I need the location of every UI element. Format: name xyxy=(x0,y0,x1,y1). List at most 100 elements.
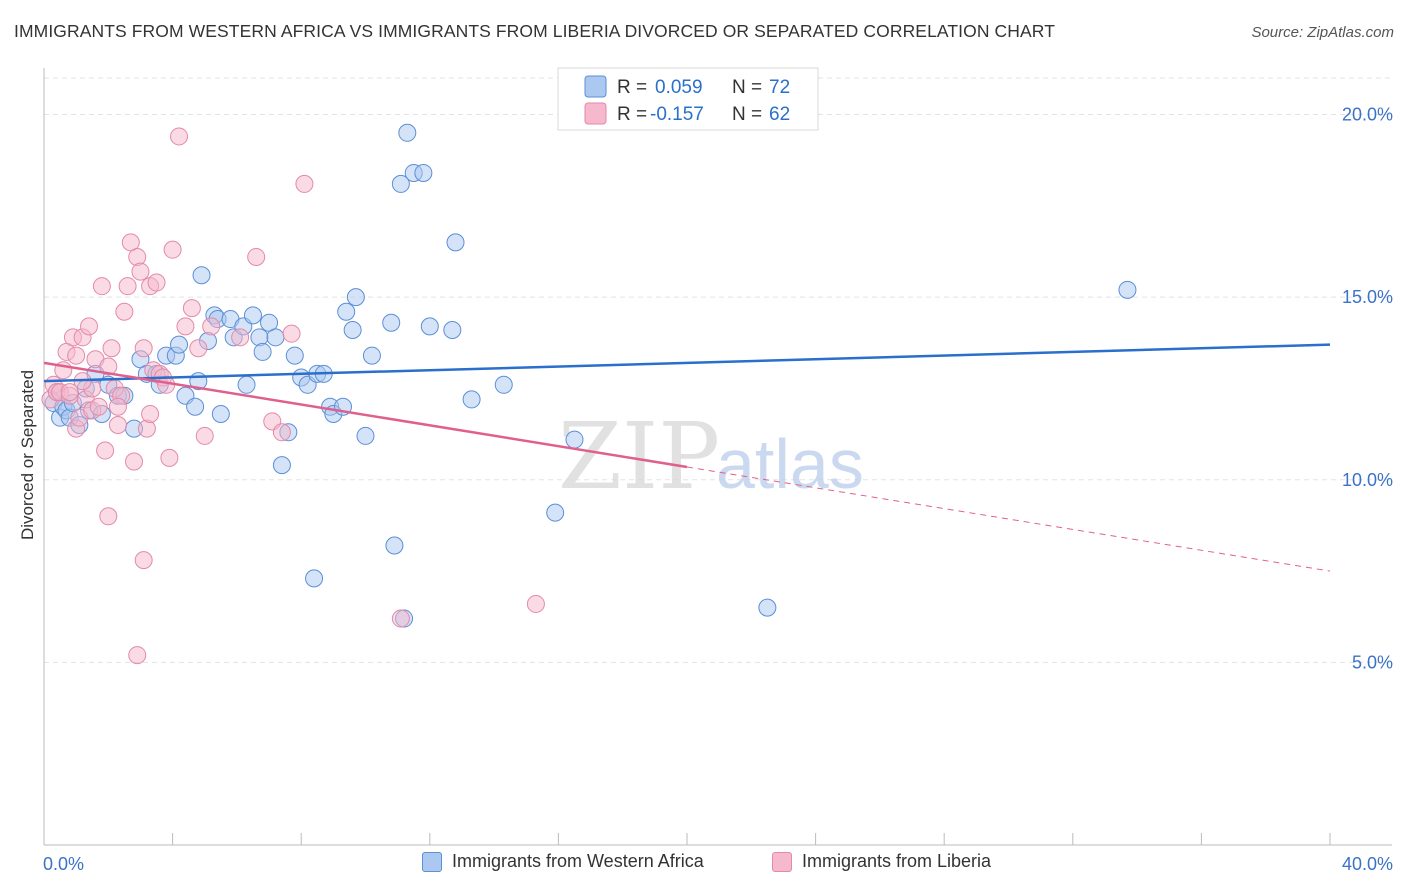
point-liberia xyxy=(247,247,266,266)
trendlines xyxy=(43,343,1331,572)
point-western-africa xyxy=(346,288,365,307)
point-western-africa xyxy=(266,328,285,347)
series-liberia-points xyxy=(41,127,545,665)
point-liberia xyxy=(526,594,545,613)
legend-n-label-pink: N = xyxy=(732,104,762,125)
gridlines xyxy=(44,77,1392,663)
point-liberia xyxy=(128,247,147,266)
bottom-legend-item-liberia: Immigrants from Liberia xyxy=(772,851,991,872)
legend-r-value-pink: -0.157 xyxy=(650,104,704,125)
point-liberia xyxy=(115,302,134,321)
trendline-liberia xyxy=(43,361,688,469)
point-liberia xyxy=(102,339,121,358)
point-western-africa xyxy=(385,536,404,555)
point-liberia xyxy=(147,273,166,292)
point-liberia xyxy=(131,262,150,281)
point-western-africa xyxy=(391,174,410,193)
point-western-africa xyxy=(253,342,272,361)
point-liberia xyxy=(163,240,182,259)
bottom-legend-label-liberia: Immigrants from Liberia xyxy=(802,851,992,871)
point-liberia xyxy=(108,415,127,434)
point-western-africa xyxy=(398,123,417,142)
trendline-western-africa xyxy=(43,343,1331,383)
point-liberia xyxy=(92,277,111,296)
point-liberia xyxy=(108,397,127,416)
point-western-africa xyxy=(305,569,324,588)
watermark-atlas: atlas xyxy=(716,425,864,503)
point-liberia xyxy=(195,426,214,445)
y-tick-label: 20.0% xyxy=(1342,105,1393,125)
bottom-legend-item-western-africa: Immigrants from Western Africa xyxy=(422,851,704,872)
point-western-africa xyxy=(285,346,304,365)
point-liberia xyxy=(96,441,115,460)
point-western-africa xyxy=(272,456,291,475)
source-label: Source: ZipAtlas.com xyxy=(1251,24,1394,41)
legend-swatch-pink xyxy=(584,102,607,125)
point-liberia xyxy=(295,174,314,193)
x-tick-label-min: 0.0% xyxy=(43,854,84,874)
point-western-africa xyxy=(362,346,381,365)
bottom-legend-swatch-blue xyxy=(422,851,442,872)
legend-r-label-pink: R = xyxy=(617,104,647,125)
point-liberia xyxy=(272,423,291,442)
y-axis-label: Divorced or Separated xyxy=(18,370,37,540)
point-western-africa xyxy=(192,266,211,285)
point-liberia xyxy=(282,324,301,343)
point-western-africa xyxy=(170,335,189,354)
trendline-liberia-extrapolated xyxy=(686,466,1331,572)
point-western-africa xyxy=(356,426,375,445)
point-liberia xyxy=(231,328,250,347)
point-liberia xyxy=(182,299,201,318)
bottom-legend-label-western-africa: Immigrants from Western Africa xyxy=(452,851,704,871)
point-western-africa xyxy=(446,233,465,252)
y-tick-label: 15.0% xyxy=(1342,287,1393,307)
point-western-africa xyxy=(758,598,777,617)
y-tick-label: 5.0% xyxy=(1352,652,1393,672)
point-liberia xyxy=(128,646,147,665)
point-western-africa xyxy=(337,302,356,321)
point-liberia xyxy=(202,317,221,336)
bottom-legend: Immigrants from Western Africa Immigrant… xyxy=(0,851,1406,879)
point-liberia xyxy=(89,397,108,416)
point-western-africa xyxy=(414,163,433,182)
point-western-africa xyxy=(382,313,401,332)
point-liberia xyxy=(391,609,410,628)
point-western-africa xyxy=(186,397,205,416)
point-liberia xyxy=(99,357,118,376)
point-liberia xyxy=(189,339,208,358)
point-liberia xyxy=(137,419,156,438)
point-liberia xyxy=(60,383,79,402)
point-liberia xyxy=(160,448,179,467)
point-western-africa xyxy=(250,328,269,347)
point-liberia xyxy=(176,317,195,336)
legend-n-value-pink: 62 xyxy=(769,104,790,125)
legend-r-label-blue: R = xyxy=(617,77,647,98)
point-liberia xyxy=(134,339,153,358)
point-liberia xyxy=(99,507,118,526)
point-western-africa xyxy=(443,321,462,340)
point-western-africa xyxy=(243,306,262,325)
point-western-africa xyxy=(343,321,362,340)
axes: 5.0% 10.0% 15.0% 20.0% xyxy=(43,68,1393,846)
x-tick-label-max: 40.0% xyxy=(1342,854,1393,874)
point-western-africa xyxy=(211,405,230,424)
legend-r-value-blue: 0.059 xyxy=(655,77,703,98)
point-western-africa xyxy=(237,375,256,394)
point-western-africa xyxy=(1118,280,1137,299)
legend-n-label-blue: N = xyxy=(732,77,762,98)
bottom-legend-swatch-pink xyxy=(772,851,792,872)
chart-title: IMMIGRANTS FROM WESTERN AFRICA VS IMMIGR… xyxy=(14,21,1056,41)
legend-swatch-blue xyxy=(584,75,607,98)
y-tick-label: 10.0% xyxy=(1342,470,1393,490)
point-western-africa xyxy=(565,430,584,449)
watermark: ZIP atlas xyxy=(558,403,864,510)
point-western-africa xyxy=(546,503,565,522)
top-legend: R = 0.059 N = 72 R = -0.157 N = 62 xyxy=(557,67,819,131)
point-liberia xyxy=(80,317,99,336)
point-liberia xyxy=(141,405,160,424)
point-liberia xyxy=(170,127,189,146)
point-liberia xyxy=(67,346,86,365)
point-liberia xyxy=(134,551,153,570)
point-western-africa xyxy=(462,390,481,409)
